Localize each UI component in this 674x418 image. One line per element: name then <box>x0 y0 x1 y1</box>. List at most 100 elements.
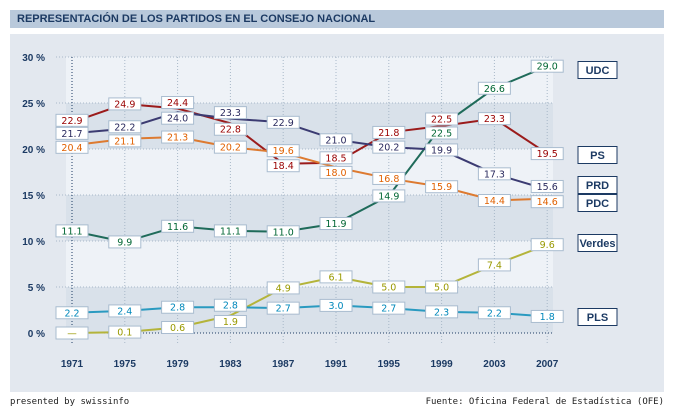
data-label-ps: 21.8 <box>378 128 399 139</box>
y-tick-label: 20 % <box>22 145 45 156</box>
data-label-udc: 11.6 <box>167 222 188 233</box>
data-label-box <box>55 306 89 320</box>
x-tick-label: 1979 <box>166 359 189 370</box>
data-label-box <box>319 217 353 231</box>
data-label-prd: 19.9 <box>431 145 452 156</box>
data-label-pdc: 18.0 <box>325 168 346 179</box>
data-label-box <box>161 130 195 144</box>
data-label-pdc: 21.3 <box>167 133 188 144</box>
data-label-box <box>266 115 300 129</box>
data-label-ps: 23.3 <box>484 114 505 125</box>
data-label-box <box>108 134 142 148</box>
series-line-pdc <box>71 136 548 202</box>
data-label-box <box>213 140 247 154</box>
band <box>66 241 553 287</box>
y-tick-label: 30 % <box>22 53 45 64</box>
data-label-prd: 22.2 <box>114 122 135 133</box>
data-label-ps: 22.9 <box>61 116 82 127</box>
data-label-udc: 11.0 <box>273 227 294 238</box>
data-label-box <box>477 306 511 320</box>
data-label-box <box>319 151 353 165</box>
data-label-box <box>55 224 89 238</box>
data-label-pdc: 14.4 <box>484 196 505 207</box>
data-label-udc: 11.1 <box>61 226 82 237</box>
data-label-box <box>108 97 142 111</box>
legend-box <box>577 176 618 194</box>
data-label-box <box>161 111 195 125</box>
data-label-verdes: — <box>67 329 77 340</box>
data-label-verdes: 4.9 <box>276 283 291 294</box>
data-label-box <box>161 219 195 233</box>
x-tick-label: 1999 <box>430 359 453 370</box>
band <box>66 149 553 195</box>
data-label-box <box>530 195 564 209</box>
data-label-pls: 2.7 <box>276 304 291 315</box>
data-label-udc: 22.5 <box>431 129 452 140</box>
data-label-udc: 9.9 <box>117 237 132 248</box>
data-label-box <box>530 147 564 161</box>
data-label-ps: 22.8 <box>220 125 241 136</box>
data-label-udc: 11.9 <box>325 219 346 230</box>
legend-box <box>577 146 618 164</box>
data-label-pdc: 15.9 <box>431 182 452 193</box>
data-label-prd: 23.3 <box>220 108 241 119</box>
data-label-box <box>477 112 511 126</box>
data-label-ps: 22.5 <box>431 115 452 126</box>
data-label-verdes: 5.0 <box>381 283 396 294</box>
x-tick-label: 1975 <box>114 359 137 370</box>
data-label-box <box>213 224 247 238</box>
data-label-udc: 29.0 <box>537 62 558 73</box>
data-label-verdes: 0.1 <box>117 328 132 339</box>
legend-label-pdc: PDC <box>586 198 609 210</box>
data-label-box <box>425 180 459 194</box>
series-line-pls <box>71 304 548 318</box>
x-tick-label: 1995 <box>378 359 401 370</box>
data-label-verdes: 0.6 <box>170 323 185 334</box>
data-label-box <box>108 235 142 249</box>
x-tick-label: 2003 <box>483 359 506 370</box>
x-tick-label: 2007 <box>536 359 559 370</box>
data-label-pls: 2.3 <box>434 307 449 318</box>
legend-box <box>577 61 618 79</box>
data-label-box <box>372 125 406 139</box>
data-label-box <box>372 189 406 203</box>
series-line-ps <box>71 102 548 165</box>
data-label-udc: 14.9 <box>378 191 399 202</box>
data-label-box <box>213 298 247 312</box>
data-label-box <box>319 165 353 179</box>
data-label-box <box>530 238 564 252</box>
credit-text: presented by swissinfo <box>10 397 130 407</box>
data-label-verdes: 1.9 <box>223 317 238 328</box>
legend-box <box>577 234 618 252</box>
data-label-prd: 21.7 <box>61 129 82 140</box>
legend-label-prd: PRD <box>586 180 609 192</box>
data-label-box <box>530 309 564 323</box>
data-label-pls: 2.7 <box>381 304 396 315</box>
data-label-box <box>425 126 459 140</box>
data-label-udc: 26.6 <box>484 84 505 95</box>
data-label-box <box>108 325 142 339</box>
data-label-box <box>266 281 300 295</box>
data-label-box <box>319 298 353 312</box>
data-label-pls: 3.0 <box>328 301 343 312</box>
data-label-box <box>372 280 406 294</box>
data-label-box <box>108 304 142 318</box>
data-label-pls: 2.2 <box>487 308 502 319</box>
data-label-prd: 22.9 <box>273 118 294 129</box>
band <box>66 195 553 241</box>
y-tick-label: 15 % <box>22 191 45 202</box>
data-label-pdc: 20.2 <box>220 143 241 154</box>
legend-box <box>577 308 618 326</box>
data-label-pdc: 19.6 <box>273 146 294 157</box>
data-label-ps: 19.5 <box>537 149 558 160</box>
data-label-box <box>425 280 459 294</box>
data-label-box <box>425 305 459 319</box>
data-label-ps: 18.5 <box>325 153 346 164</box>
data-label-box <box>213 122 247 136</box>
data-label-box <box>266 301 300 315</box>
data-label-ps: 24.4 <box>167 98 188 109</box>
data-label-box <box>266 144 300 158</box>
data-label-pdc: 21.1 <box>114 136 135 147</box>
data-label-verdes: 7.4 <box>487 260 502 271</box>
